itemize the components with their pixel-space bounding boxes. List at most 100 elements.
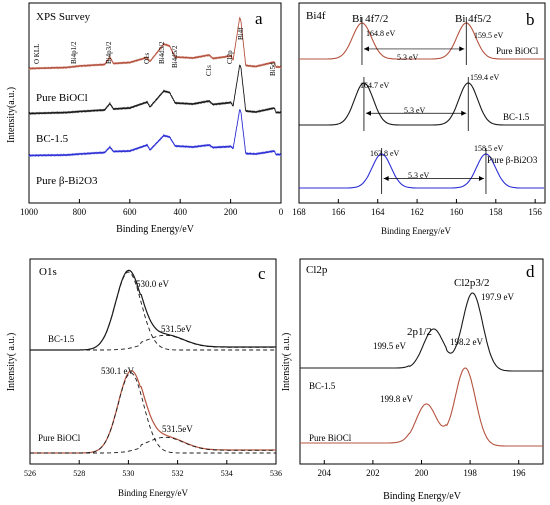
a-tick-label-4: 200	[224, 207, 238, 217]
panel-b-annotations: 164.8 eV 159.5 eV 164.7 eV 159.4 eV 163.…	[360, 29, 504, 180]
panel-d-ylabel: Intensity( a.u.)	[281, 333, 292, 392]
b-ann-bc-1: 164.7 eV	[360, 81, 390, 90]
peak-label-bi5d: Bi5d	[269, 62, 277, 76]
b-tick-label-2: 164	[371, 207, 385, 217]
series-label-a-biocl: Pure BiOCl	[36, 92, 88, 104]
peak-label-bi4d5: Bi4d5/2	[171, 45, 179, 68]
panel-b: 168 166 164 162 160 158 156 Bi4f b Binding Ene…	[292, 2, 546, 236]
b-series-label-bc15: BC-1.5	[503, 112, 530, 122]
b-ann-bi2o3-1: 163.8 eV	[370, 149, 400, 158]
peak-label-bi4p1: Bi4p1/2	[70, 41, 78, 64]
d-tick-label-2: 200	[415, 468, 429, 478]
panel-c-frame	[29, 258, 277, 465]
panel-b-x-ticks: 168 166 164 162 160 158 156	[292, 199, 542, 217]
b-tick-label-0: 168	[292, 207, 306, 217]
panel-a-curves	[28, 16, 282, 158]
c-ann-bc-1: 530.0 eV	[136, 279, 169, 289]
series-label-a-bi2o3: Pure β-Bi2O3	[36, 175, 98, 187]
b-ann-biocl-2: 159.5 eV	[474, 31, 504, 40]
c-tick-label-2: 530	[122, 469, 134, 478]
c-ann-bc-2: 531.5eV	[161, 324, 192, 334]
c-series-label-biocl: Pure BiOCl	[38, 433, 81, 443]
peak-label-c1s: C1s	[205, 65, 213, 76]
panel-b-letter: b	[526, 10, 535, 29]
c-tick-label-0: 526	[24, 469, 36, 478]
panel-c-letter: c	[258, 264, 266, 283]
c-tick-label-3: 532	[172, 469, 184, 478]
panel-b-xlabel: Binding Energy/eV	[381, 226, 452, 236]
d-series-label-bc15: BC-1.5	[309, 381, 336, 391]
a-tick-label-0: 1000	[20, 207, 39, 217]
b-curve-1	[299, 82, 544, 126]
panel-c-x-ticks: 526 528 530 532 534 536	[24, 460, 282, 478]
panel-a-letter: a	[255, 9, 263, 28]
d-tick-label-0: 204	[318, 468, 332, 478]
series-label-a-bc15: BC-1.5	[36, 133, 69, 145]
panel-b-curves	[299, 17, 544, 194]
d-ann-bc-2: 197.9 eV	[481, 292, 514, 302]
c-tick-label-5: 536	[270, 469, 282, 478]
panel-d: 204 202 200 198 196 Cl2p d Binding Energy/eV…	[281, 258, 544, 502]
a-curve-1	[28, 64, 282, 116]
panel-b-frame	[298, 2, 546, 204]
b-curve-0	[299, 22, 544, 60]
b-series-label-biocl: Pure BiOCl	[496, 46, 539, 56]
panel-c-annotations: 530.0 eV 531.5eV 530.1 eV 531.5eV BC-1.5…	[38, 279, 193, 443]
a-curve-2	[28, 108, 282, 158]
b-tick-label-4: 160	[450, 207, 464, 217]
panel-d-curves	[300, 292, 543, 447]
d-ann-bc-1: 199.5 eV	[373, 341, 406, 351]
panel-d-annotations: 199.5 eV 197.9 eV 199.8 eV 198.2 eV BC-1…	[309, 292, 514, 443]
panel-c: 526 528 530 532 534 536 O1s c Binding Energy/…	[6, 258, 282, 498]
peak-label-cl2p: Cl2p	[226, 50, 234, 64]
b-series-label-bi2o3: Pure β-Bi2O3	[487, 155, 538, 165]
panel-c-xlabel: Binding Energy/eV	[118, 488, 189, 498]
d-tick-label-3: 198	[463, 468, 477, 478]
peak-label-bi4f: Bi4f	[237, 27, 245, 40]
panel-a-ylabel: Intensity(a.u.)	[6, 87, 17, 143]
c-series-label-bc15: BC-1.5	[48, 334, 75, 344]
c-fit-minor-0	[30, 334, 276, 351]
panel-a-tag: XPS Survey	[36, 11, 91, 23]
b-split-3: 5.3 eV	[408, 171, 430, 180]
peak-name-bi4f72: Bi 4f7/2	[352, 13, 388, 25]
a-tick-label-3: 400	[173, 207, 187, 217]
peak-name-2p12: 2p1/2	[407, 326, 432, 338]
panel-c-curves	[30, 269, 276, 454]
panel-d-xlabel: Binding Energy/eV	[383, 491, 462, 502]
a-tick-label-1: 800	[73, 207, 87, 217]
peak-label-o1s: O1s	[143, 52, 151, 64]
panel-b-tag: Bi4f	[306, 10, 326, 22]
panel-d-x-ticks: 204 202 200 198 196	[318, 460, 526, 478]
panel-a-peak-labels: O KLL Bi4p1/2 Bi4p3/2 O1s Bi4d3/2 Bi4d5/…	[33, 27, 277, 76]
panel-a-x-ticks: 1000 800 600 400 200 0	[20, 199, 284, 217]
a-curve-0	[28, 16, 282, 71]
b-ann-biocl-1: 164.8 eV	[366, 29, 396, 38]
c-tick-label-4: 534	[221, 469, 233, 478]
a-tick-label-5: 0	[279, 207, 284, 217]
c-ann-biocl-1: 530.1 eV	[101, 366, 134, 376]
d-ann-biocl-1: 199.8 eV	[380, 394, 413, 404]
b-split-1: 5.3 eV	[397, 53, 419, 62]
d-curve-0	[300, 292, 543, 372]
peak-name-cl2p32: Cl2p3/2	[454, 277, 489, 289]
panel-d-tag: Cl2p	[306, 264, 328, 276]
peak-name-bi4f52: Bi 4f5/2	[455, 13, 491, 25]
c-fit-main-1	[30, 372, 276, 454]
b-tick-label-3: 162	[410, 207, 424, 217]
a-tick-label-2: 600	[123, 207, 137, 217]
d-tick-label-1: 202	[366, 468, 380, 478]
c-fit-minor-1	[30, 436, 276, 454]
d-tick-label-4: 196	[512, 468, 526, 478]
panel-a-xlabel: Binding Energy/eV	[116, 224, 195, 235]
b-curve-2	[299, 153, 544, 189]
c-tick-label-1: 528	[73, 469, 85, 478]
peak-label-bi4d3: Bi4d3/2	[158, 41, 166, 64]
panel-a: 1000 800 600 400 200 0 XPS Survey a Binding E…	[6, 2, 284, 235]
panel-d-letter: d	[526, 262, 535, 281]
b-ann-bi2o3-2: 158.5 eV	[474, 144, 504, 153]
d-series-label-biocl: Pure BiOCl	[309, 433, 352, 443]
peak-label-o-kll: O KLL	[33, 44, 41, 64]
b-tick-label-1: 166	[332, 207, 346, 217]
